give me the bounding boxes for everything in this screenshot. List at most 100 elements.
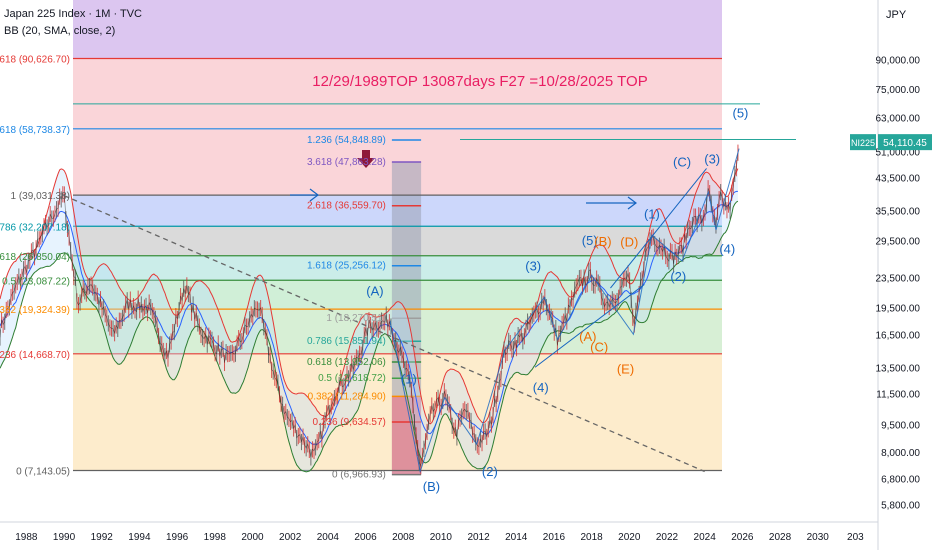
wave-label: (E) — [617, 361, 634, 376]
inner-fib-label: 2.618 (36,559.70) — [307, 201, 386, 212]
fib-label: 0.5 (23,087.22) — [2, 276, 70, 287]
inner-fib-label: 1.618 (25,256.12) — [307, 261, 386, 272]
y-tick-label: 90,000.00 — [876, 56, 921, 67]
y-tick-label: 51,000.00 — [876, 148, 921, 159]
fib-label: 0.618 (26,850.04) — [0, 252, 70, 263]
inner-fib-label: 0.618 (13,952.06) — [307, 357, 386, 368]
wave-label: (5) — [582, 233, 598, 248]
wave-labels: (A)(1)(B)(2)(3)(4)(5)(B) (D)(A)(C)(E)(1)(… — [366, 105, 748, 493]
fib-inner-column — [391, 139, 422, 476]
x-tick-label: 1994 — [128, 532, 151, 543]
down-arrow-icon — [357, 150, 375, 168]
wave-label: (2) — [670, 269, 686, 284]
wave-path — [389, 148, 740, 474]
x-tick-label: 1990 — [53, 532, 76, 543]
x-tick-label: 1988 — [15, 532, 38, 543]
wave-label: (D) — [620, 235, 638, 250]
x-tick-label: 2008 — [392, 532, 415, 543]
y-axis-panel — [878, 0, 932, 550]
annotations — [63, 148, 740, 474]
wave-label: (2) — [482, 464, 498, 479]
y-tick-label: 8,000.00 — [881, 448, 920, 459]
wave-label: (3) — [525, 259, 541, 274]
inner-fib-label: 0.236 (9,634.57) — [313, 417, 386, 428]
x-tick-label: 1998 — [204, 532, 227, 543]
y-tick-label: 6,800.00 — [881, 474, 920, 485]
fib-label: 1.618 (58,738.37) — [0, 125, 70, 136]
y-tick-label: 13,500.00 — [876, 363, 921, 374]
channel-line-2 — [534, 284, 645, 368]
chart-title: Japan 225 Index · 1M · TVC — [4, 8, 142, 20]
x-tick-label: 2010 — [430, 532, 453, 543]
x-tick-label: 1992 — [91, 532, 114, 543]
wave-label: (A) — [366, 284, 383, 299]
inner-fib-label: 0.382 (11,284.90) — [308, 391, 386, 402]
inner-fib-label: 1.236 (54,848.89) — [307, 135, 386, 146]
x-tick-label: 2030 — [807, 532, 830, 543]
right-arrow-2-head — [627, 196, 637, 210]
inner-fib-label: 0.5 (12,618.72) — [318, 373, 386, 384]
y-tick-label: 23,500.00 — [876, 273, 921, 284]
y-tick-label: 5,800.00 — [881, 500, 920, 511]
y-tick-label: 63,000.00 — [876, 113, 921, 124]
y-tick-label: 11,500.00 — [876, 389, 920, 400]
wave-label: (B) — [594, 234, 611, 249]
fib-label: 0.236 (14,668.70) — [0, 350, 70, 361]
x-tick-label: 2012 — [467, 532, 490, 543]
wave-label: (1) — [644, 206, 660, 221]
wave-label: (1) — [401, 372, 417, 387]
wave-label: (3) — [704, 151, 720, 166]
inner-fib-label: 1 (18,270.51) — [326, 313, 386, 324]
inner-fib-label: 3.618 (47,863.28) — [307, 157, 386, 168]
x-tick-label: 2002 — [279, 532, 302, 543]
x-tick-label: 2022 — [656, 532, 679, 543]
y-tick-label: 35,500.00 — [876, 206, 921, 217]
price-line — [0, 152, 739, 468]
x-tick-label: 1996 — [166, 532, 189, 543]
wave-label: (A) — [579, 329, 596, 344]
symbol-tag-label: NI225 — [851, 138, 875, 148]
symbol-tag — [850, 134, 876, 151]
bb-basis — [0, 190, 738, 445]
channel-line-1 — [610, 168, 707, 289]
fib-zone-top — [73, 0, 722, 59]
y-tick-label: 29,500.00 — [876, 237, 921, 248]
wave-label: (C) — [673, 155, 691, 170]
wave-label: (4) — [533, 380, 549, 395]
x-tick-label: 2004 — [317, 532, 340, 543]
x-tick-label: 2028 — [769, 532, 792, 543]
x-tick-label: 2026 — [731, 532, 754, 543]
y-tick-label: 43,500.00 — [876, 174, 921, 185]
right-arrow-1-head — [309, 188, 319, 202]
x-tick-label: 2020 — [618, 532, 641, 543]
fib-label: 0.382 (19,324.39) — [0, 305, 70, 316]
wave-label: (B) — [423, 479, 440, 494]
fib-label: 1 (39,031.38) — [11, 191, 71, 202]
x-tick-label: 2024 — [694, 532, 717, 543]
x-tick-label: 2006 — [354, 532, 377, 543]
fib-label: 0.786 (32,207.18) — [0, 222, 70, 233]
inner-fib-label: 0 (6,966.93) — [332, 470, 386, 481]
fib-label: 0 (7,143.05) — [16, 467, 70, 478]
x-tick-label: 203 — [847, 532, 864, 543]
x-tick-label: 2018 — [580, 532, 603, 543]
wave-label: (C) — [590, 339, 608, 354]
annotation-title: 12/29/1989TOP 13087days F27 =10/28/2025 … — [312, 73, 647, 90]
bb-lower — [0, 200, 739, 473]
price-tag — [878, 134, 932, 151]
wave-label: (5) — [733, 105, 749, 120]
fib-label: 1.618 (90,626.70) — [0, 55, 70, 66]
wave-label: (4) — [719, 242, 735, 257]
currency-label: JPY — [886, 9, 907, 21]
y-tick-label: 9,500.00 — [881, 420, 920, 431]
y-tick-label: 75,000.00 — [876, 85, 921, 96]
fib-zone — [73, 58, 722, 129]
x-tick-label: 2000 — [241, 532, 264, 543]
inner-fib-label: 0.786 (15,851.94) — [307, 336, 386, 347]
y-tick-label: 19,500.00 — [876, 304, 921, 315]
x-tick-label: 2014 — [505, 532, 528, 543]
price-tag-label: 54,110.45 — [883, 138, 927, 149]
